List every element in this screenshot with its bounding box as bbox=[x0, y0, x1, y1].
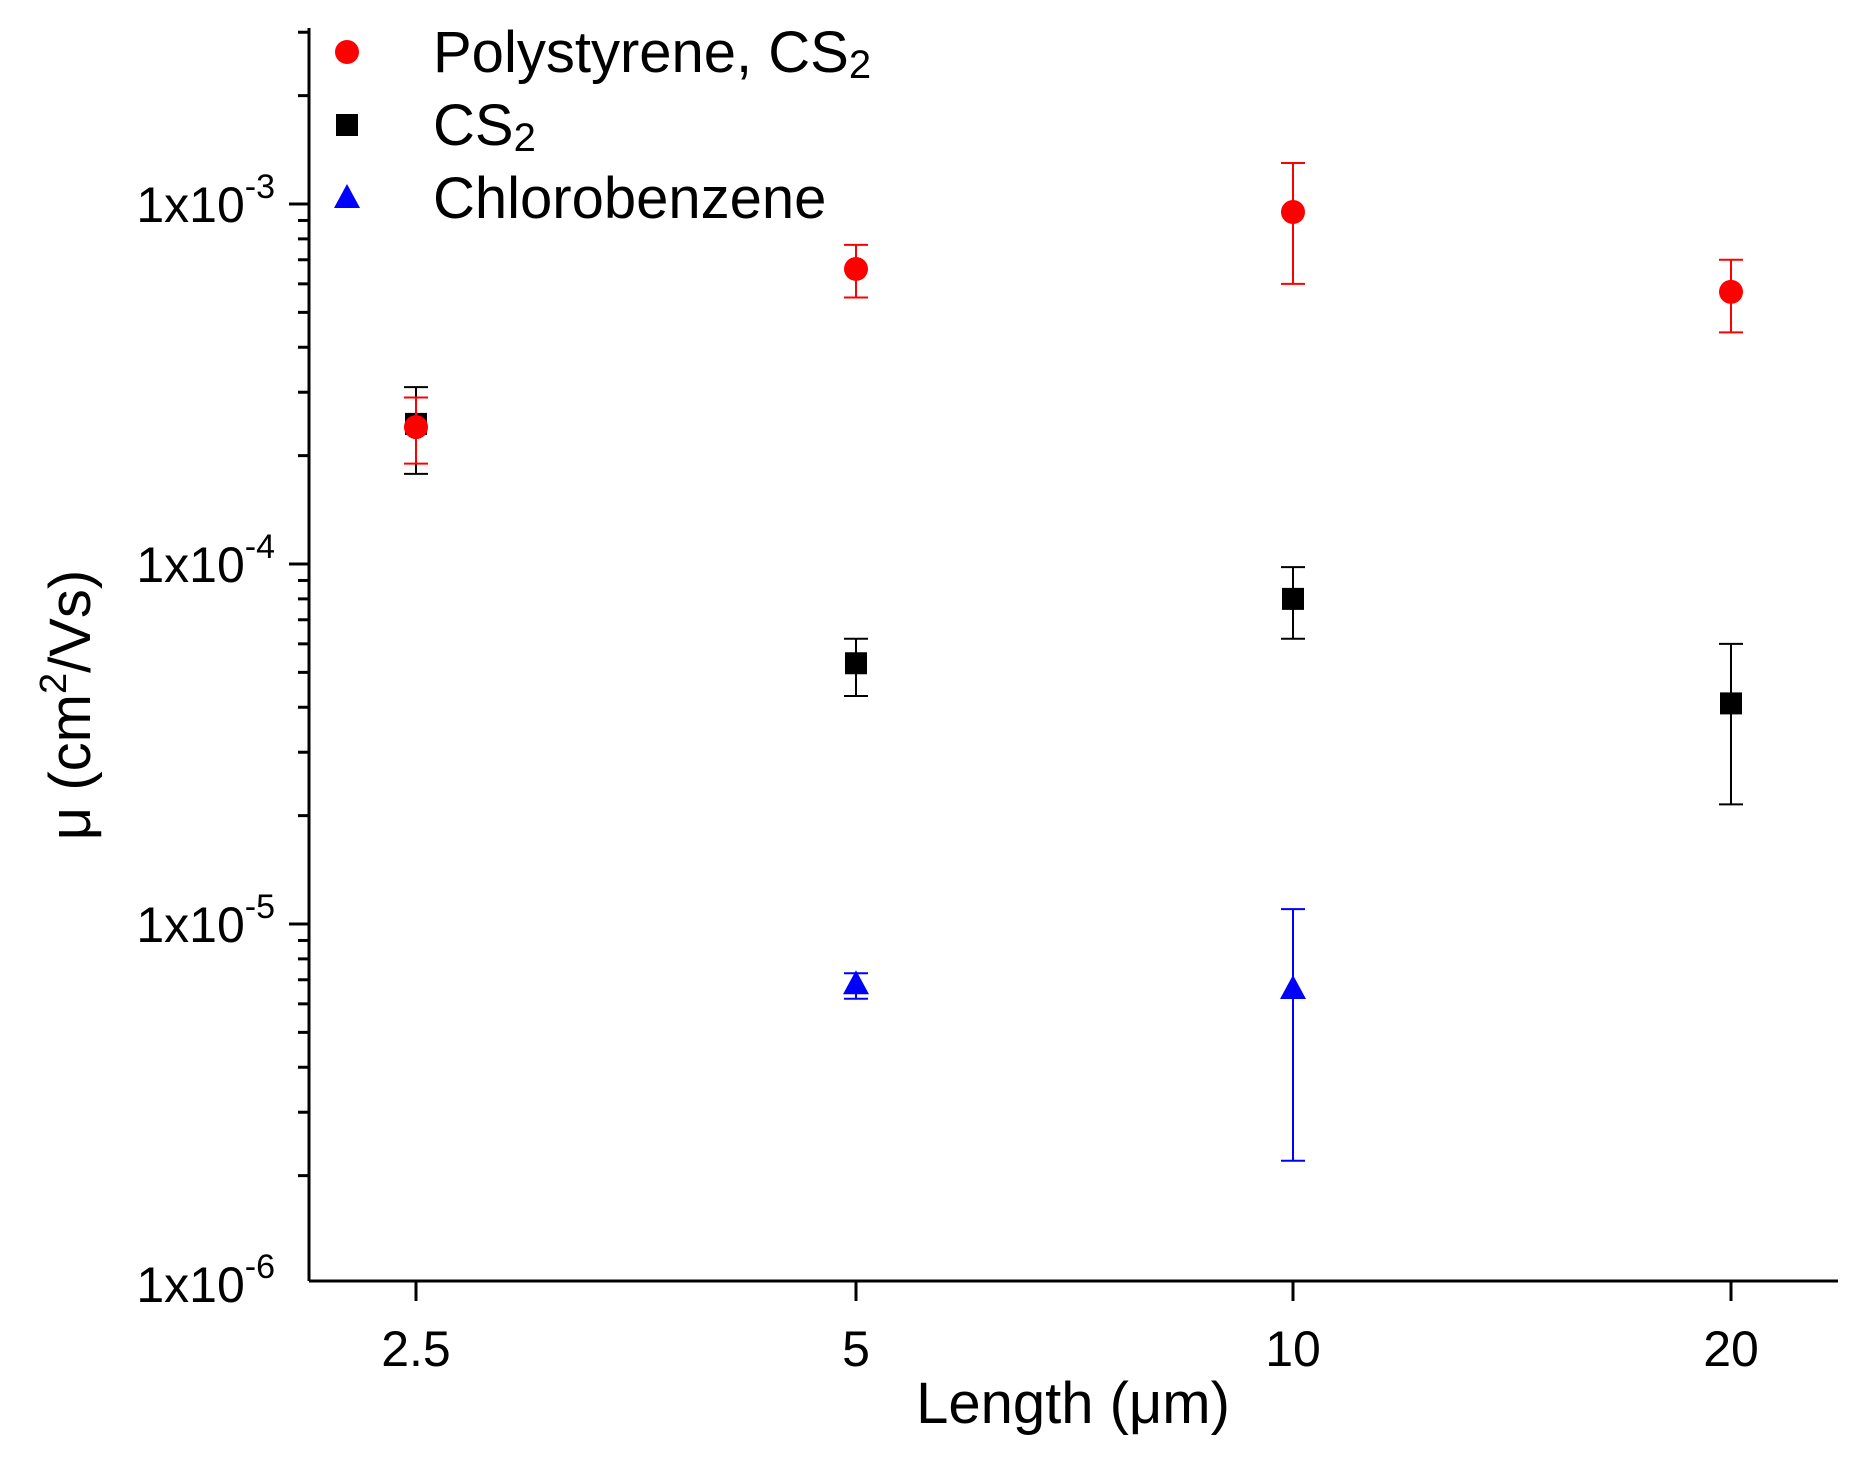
y-tick-label-base: 1x10 bbox=[136, 537, 244, 593]
data-point-circle bbox=[844, 256, 868, 281]
data-point-square bbox=[845, 652, 867, 675]
x-tick-label: 20 bbox=[1703, 1321, 1759, 1377]
y-tick-label: 1x10-5 bbox=[136, 888, 275, 953]
series-circle bbox=[404, 161, 1743, 465]
legend-label-name: Chlorobenzene bbox=[433, 166, 826, 231]
y-tick-label: 1x10-3 bbox=[136, 168, 275, 233]
y-axis-title-rest: /Vs) bbox=[38, 570, 103, 673]
data-point-square bbox=[1720, 692, 1742, 715]
y-tick-label-base: 1x10 bbox=[136, 177, 244, 233]
legend-label-name: CS bbox=[433, 93, 514, 158]
y-tick-label-exp: -6 bbox=[245, 1248, 275, 1286]
legend-label-subscript: 2 bbox=[849, 43, 871, 87]
legend-marker-triangle bbox=[334, 184, 360, 208]
y-tick-label: 1x10-4 bbox=[136, 528, 275, 593]
y-tick-label: 1x10-6 bbox=[136, 1248, 275, 1313]
series-triangle bbox=[843, 908, 1306, 1162]
y-tick-label-exp: -4 bbox=[245, 528, 275, 566]
legend-item: CS2 bbox=[336, 93, 536, 160]
plot-area bbox=[404, 161, 1743, 1162]
x-axis-title: Length (μm) bbox=[916, 1371, 1230, 1436]
y-axis-title: μ (cm2/Vs) bbox=[33, 570, 103, 840]
data-point-square bbox=[1282, 587, 1304, 610]
legend-label-name: Polystyrene, CS bbox=[433, 20, 849, 85]
legend-marker-circle bbox=[335, 40, 359, 64]
legend-item: Polystyrene, CS2 bbox=[335, 20, 871, 87]
legend-label-subscript: 2 bbox=[514, 116, 536, 160]
x-axis-ticks: 2.5 5 10 20 bbox=[381, 1281, 1759, 1377]
y-tick-label-base: 1x10 bbox=[136, 1257, 244, 1313]
x-tick-label: 10 bbox=[1265, 1321, 1321, 1377]
legend-marker-square bbox=[336, 114, 358, 136]
legend-label: Chlorobenzene bbox=[433, 166, 826, 231]
series-square bbox=[404, 386, 1743, 806]
y-axis-title-sup: 2 bbox=[33, 673, 75, 694]
legend-label: CS2 bbox=[433, 93, 536, 160]
data-point-triangle bbox=[1280, 974, 1306, 999]
y-tick-label-exp: -5 bbox=[245, 888, 275, 926]
legend-label: Polystyrene, CS2 bbox=[433, 20, 871, 87]
y-tick-label-exp: -3 bbox=[245, 168, 275, 206]
y-axis-title-base: μ (cm bbox=[38, 694, 103, 840]
data-point-circle bbox=[404, 415, 428, 440]
data-point-circle bbox=[1281, 200, 1305, 225]
x-tick-label: 5 bbox=[842, 1321, 870, 1377]
data-point-triangle bbox=[843, 970, 869, 995]
data-point-circle bbox=[1719, 279, 1743, 304]
x-tick-label: 2.5 bbox=[381, 1321, 451, 1377]
legend-item: Chlorobenzene bbox=[334, 166, 826, 231]
y-tick-label-base: 1x10 bbox=[136, 897, 244, 953]
